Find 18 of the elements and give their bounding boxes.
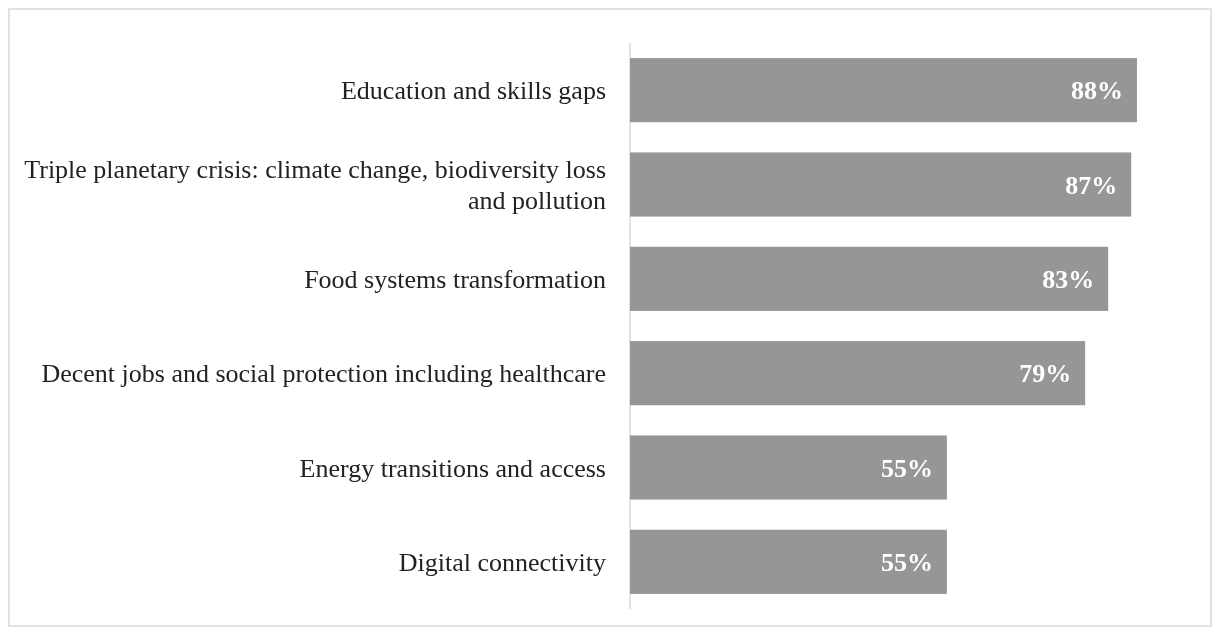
- bar: [630, 341, 1086, 406]
- data-label: 83%: [1042, 264, 1095, 294]
- data-label: 55%: [880, 453, 933, 483]
- y-tick-label: Digital connectivity: [398, 547, 606, 577]
- data-label: 55%: [880, 547, 933, 577]
- data-label: 87%: [1065, 170, 1118, 200]
- y-tick-label: Energy transitions and access: [299, 453, 606, 483]
- data-label: 79%: [1019, 359, 1072, 389]
- bar: [630, 58, 1137, 123]
- y-tick-label: Triple planetary crisis: climate change, biodiversity loss and pollution: [24, 155, 606, 216]
- bar: [630, 529, 947, 594]
- y-tick-label: Decent jobs and social protection including healthcare: [41, 359, 606, 389]
- y-tick-label: Education and skills gaps: [340, 76, 606, 106]
- bar: [630, 152, 1132, 217]
- bar: [630, 435, 947, 500]
- bar: [630, 246, 1109, 311]
- y-tick-label: Food systems transformation: [304, 264, 606, 294]
- data-label: 88%: [1071, 76, 1123, 106]
